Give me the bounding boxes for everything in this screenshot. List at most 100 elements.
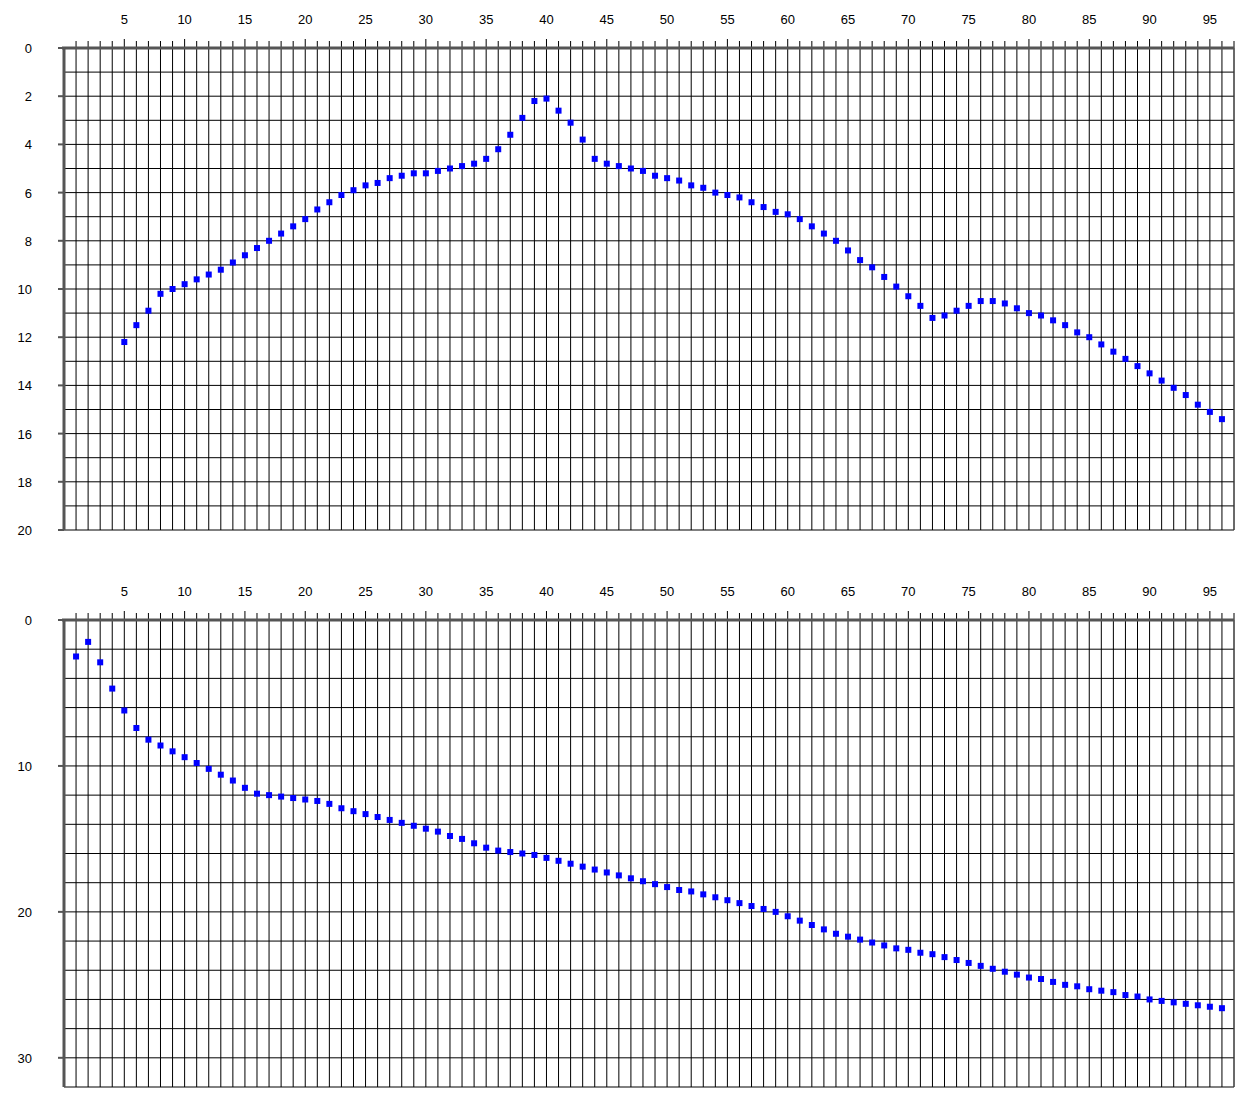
minor-grid-line	[64, 168, 1234, 169]
minor-grid-line	[64, 1028, 1234, 1029]
x-tick-label: 40	[539, 584, 553, 599]
grid-line	[64, 240, 1234, 241]
pick-point	[749, 903, 755, 909]
pick-point	[809, 223, 815, 229]
pick-point	[821, 231, 827, 237]
pick-point	[785, 211, 791, 217]
x-tick-label: 20	[298, 584, 312, 599]
pick-point	[182, 754, 188, 760]
pick-point	[821, 926, 827, 932]
tick-mark	[58, 240, 64, 242]
pick-point	[736, 900, 742, 906]
y-tick-label: 2	[25, 89, 32, 104]
pick-point	[809, 922, 815, 928]
minor-grid-line	[64, 853, 1234, 854]
pick-point	[399, 820, 405, 826]
pick-point	[881, 942, 887, 948]
pick-point	[194, 276, 200, 282]
y-tick-label: 10	[18, 759, 32, 774]
y-tick-label: 16	[18, 427, 32, 442]
pick-point	[616, 872, 622, 878]
pick-point	[833, 238, 839, 244]
tick-mark	[58, 529, 64, 531]
x-tick-label: 80	[1022, 12, 1036, 27]
x-tick-label: 5	[121, 584, 128, 599]
pick-point	[1038, 976, 1044, 982]
pick-point	[314, 798, 320, 804]
x-tick-label: 20	[298, 12, 312, 27]
frame	[1234, 620, 1235, 1087]
marks	[73, 639, 1225, 1011]
pick-point	[495, 146, 501, 152]
pick-point	[290, 223, 296, 229]
pick-point	[1026, 310, 1032, 316]
y-tick-label: 4	[25, 137, 32, 152]
pick-point	[929, 315, 935, 321]
pick-point	[652, 173, 658, 179]
pick-point	[157, 743, 163, 749]
pick-point	[905, 293, 911, 299]
pick-point	[917, 950, 923, 956]
grid-line	[64, 530, 1234, 531]
minor-grid-line	[64, 649, 1234, 650]
tick-mark	[58, 1057, 64, 1059]
grid-line	[64, 911, 1234, 912]
pick-point	[278, 794, 284, 800]
pick-point	[676, 887, 682, 893]
y-tick-label: 6	[25, 186, 32, 201]
pick-point	[1207, 409, 1213, 415]
pick-point	[266, 792, 272, 798]
grid-line	[64, 144, 1234, 145]
pick-point	[302, 216, 308, 222]
pick-point	[1122, 356, 1128, 362]
grid-line	[64, 192, 1234, 193]
pick-point	[604, 161, 610, 167]
pick-point	[845, 934, 851, 940]
x-tick-label: 55	[720, 584, 734, 599]
pick-point	[411, 170, 417, 176]
tick-mark	[58, 143, 64, 145]
pick-point	[724, 897, 730, 903]
y-tick-label: 30	[18, 1051, 32, 1066]
x-tick-label: 90	[1142, 584, 1156, 599]
x-tick-label: 65	[841, 12, 855, 27]
pick-point	[1050, 317, 1056, 323]
pick-point	[1098, 341, 1104, 347]
x-tick-label: 50	[660, 584, 674, 599]
pick-point	[1050, 979, 1056, 985]
pick-point	[170, 286, 176, 292]
marks	[121, 96, 1225, 423]
minor-grid-line	[64, 505, 1234, 506]
minor-grid-line	[64, 941, 1234, 942]
minor-grid-line	[64, 795, 1234, 796]
pick-point	[580, 864, 586, 870]
pick-point	[375, 180, 381, 186]
minor-grid-line	[64, 313, 1234, 314]
minor-grid-line	[64, 678, 1234, 679]
pick-point	[1195, 402, 1201, 408]
y-tick-label: 10	[18, 282, 32, 297]
pick-point	[218, 772, 224, 778]
pick-point	[1014, 305, 1020, 311]
pick-point	[1110, 989, 1116, 995]
grid-line	[64, 96, 1234, 97]
pick-point	[736, 194, 742, 200]
pick-point	[688, 182, 694, 188]
x-tick-label: 75	[961, 12, 975, 27]
pick-point	[350, 187, 356, 193]
pick-point	[145, 737, 151, 743]
x-tick-label: 65	[841, 584, 855, 599]
pick-point	[1147, 370, 1153, 376]
pick-point	[471, 840, 477, 846]
x-tick-label: 45	[600, 12, 614, 27]
tick-mark	[58, 619, 64, 621]
pick-point	[1074, 329, 1080, 335]
pick-point	[387, 175, 393, 181]
grid-line	[64, 289, 1234, 290]
pick-point	[881, 274, 887, 280]
pick-point	[700, 891, 706, 897]
pick-point	[1002, 300, 1008, 306]
pick-point	[157, 291, 163, 297]
x-tick-label: 10	[177, 12, 191, 27]
pick-point	[1086, 986, 1092, 992]
